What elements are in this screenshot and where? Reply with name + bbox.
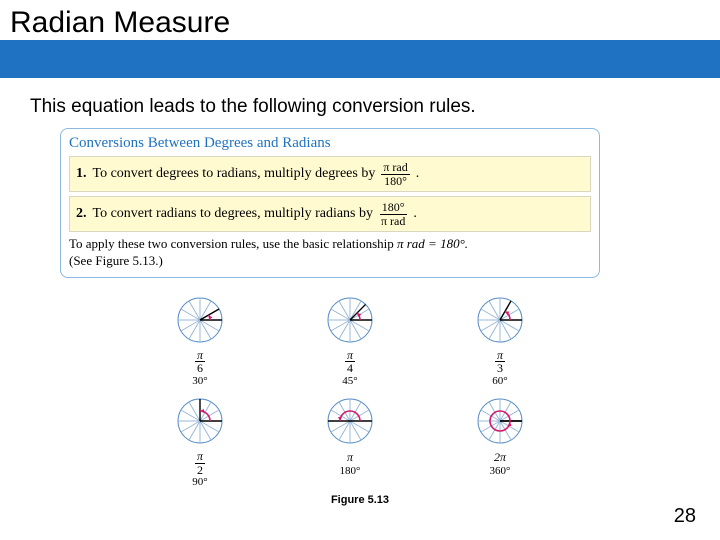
box-title: Conversions Between Degrees and Radians xyxy=(69,135,591,152)
angle-circle: π290° xyxy=(140,393,260,488)
rule-1-frac-den: 180° xyxy=(382,175,409,188)
page-title: Radian Measure xyxy=(10,6,230,39)
rule-1-frac-num: π rad xyxy=(381,161,409,175)
angle-degree-label: 360° xyxy=(440,465,560,477)
rule-2-fraction: 180° π rad xyxy=(379,201,407,227)
rule-2: 2. To convert radians to degrees, multip… xyxy=(69,196,591,232)
rule-2-frac-den: π rad xyxy=(379,215,407,228)
rule-2-text: To convert radians to degrees, multiply … xyxy=(93,206,374,222)
angle-circle: 2π360° xyxy=(440,393,560,488)
rule-1-num: 1. xyxy=(76,166,87,182)
angle-degree-label: 60° xyxy=(440,375,560,387)
angle-circle: π630° xyxy=(140,292,260,387)
note-b: (See Figure 5.13.) xyxy=(69,253,163,268)
conversion-box: Conversions Between Degrees and Radians … xyxy=(60,128,600,278)
angle-radian-label: 2π xyxy=(440,450,560,465)
angle-circle: π445° xyxy=(290,292,410,387)
angle-radian-label: π2 xyxy=(140,450,260,476)
note-a: To apply these two conversion rules, use… xyxy=(69,236,397,251)
angle-radian-label: π4 xyxy=(290,349,410,375)
title-stripe xyxy=(0,44,720,78)
rule-1-text: To convert degrees to radians, multiply … xyxy=(93,166,376,182)
angle-circle: π180° xyxy=(290,393,410,488)
note-relation: π rad = 180°. xyxy=(397,236,468,251)
page-number: 28 xyxy=(674,505,696,528)
angle-degree-label: 45° xyxy=(290,375,410,387)
rule-1-fraction: π rad 180° xyxy=(381,161,409,187)
angle-degree-label: 180° xyxy=(290,465,410,477)
figure-circles: π630° π445° π360° π290° π180° 2π360° xyxy=(140,292,720,488)
angle-radian-label: π6 xyxy=(140,349,260,375)
figure-label: Figure 5.13 xyxy=(0,494,720,506)
rule-1: 1. To convert degrees to radians, multip… xyxy=(69,156,591,192)
angle-degree-label: 30° xyxy=(140,375,260,387)
rule-2-num: 2. xyxy=(76,206,87,222)
intro-text: This equation leads to the following con… xyxy=(30,96,720,118)
rule-2-frac-num: 180° xyxy=(380,201,407,215)
angle-radian-label: π3 xyxy=(440,349,560,375)
angle-radian-label: π xyxy=(290,450,410,465)
box-note: To apply these two conversion rules, use… xyxy=(69,236,591,269)
title-bar: Radian Measure xyxy=(0,0,720,44)
angle-degree-label: 90° xyxy=(140,476,260,488)
angle-circle: π360° xyxy=(440,292,560,387)
